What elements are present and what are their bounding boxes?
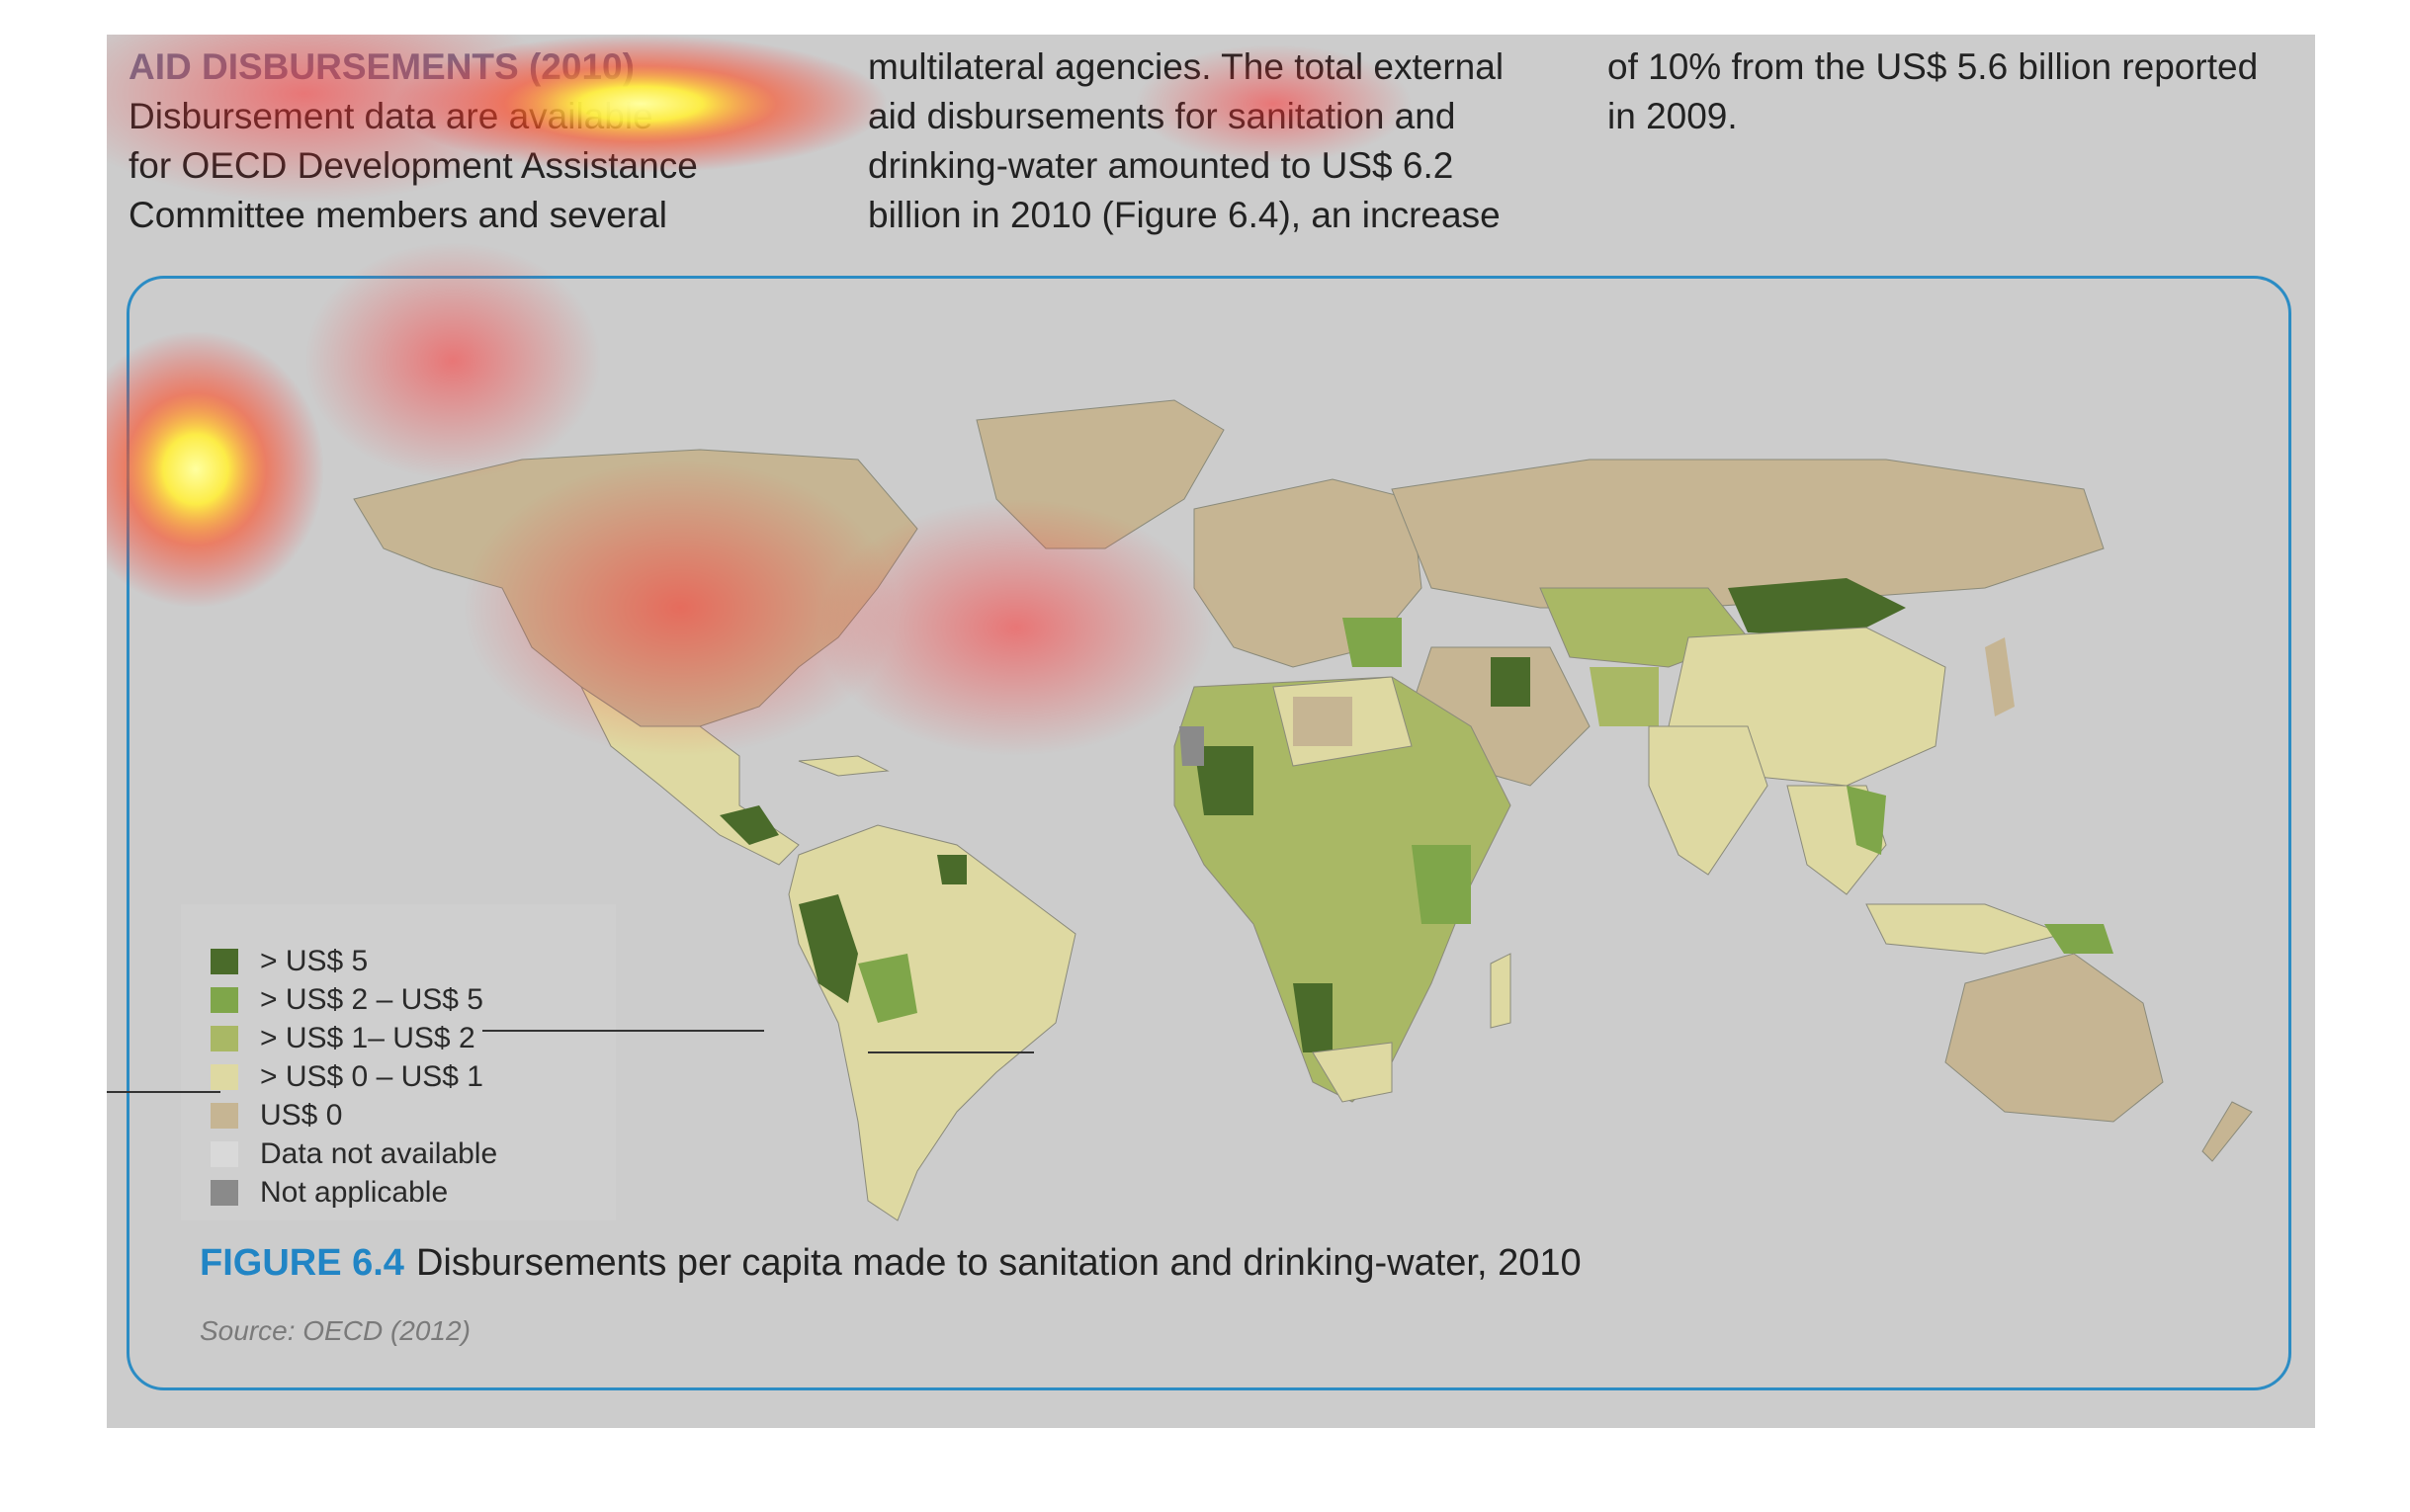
legend-label: > US$ 1– US$ 2 bbox=[260, 1022, 475, 1054]
region-guatemala bbox=[720, 805, 779, 845]
map-legend: > US$ 5 > US$ 2 – US$ 5 > US$ 1– US$ 2 >… bbox=[181, 904, 616, 1220]
legend-label: Data not available bbox=[260, 1137, 498, 1170]
region-africa bbox=[1173, 676, 1511, 1103]
region-greenland bbox=[976, 399, 1225, 549]
legend-label: > US$ 5 bbox=[260, 945, 369, 977]
region-australia bbox=[1944, 953, 2164, 1123]
map-frame bbox=[127, 276, 2291, 1390]
region-libya bbox=[1293, 697, 1352, 746]
region-iraq bbox=[1491, 657, 1530, 707]
region-india bbox=[1648, 725, 1768, 876]
region-bolivia bbox=[858, 954, 917, 1023]
legend-swatch bbox=[211, 1180, 238, 1206]
region-indonesia bbox=[1865, 903, 2066, 955]
legend-item: > US$ 0 – US$ 1 bbox=[211, 1059, 483, 1095]
region-balkans bbox=[1342, 618, 1402, 667]
region-guyana bbox=[937, 855, 967, 884]
legend-label: > US$ 0 – US$ 1 bbox=[260, 1060, 483, 1093]
region-north-america bbox=[353, 449, 918, 727]
text-line: of 10% from the US$ 5.6 billion reported bbox=[1607, 46, 2259, 87]
region-madagascar bbox=[1490, 953, 1511, 1029]
figure-caption: FIGURE 6.4 Disbursements per capita made … bbox=[200, 1242, 1582, 1285]
region-peru bbox=[799, 894, 858, 1003]
region-south-america bbox=[788, 824, 1076, 1221]
legend-swatch bbox=[211, 1103, 238, 1129]
figure-panel: AID DISBURSEMENTS (2010) Disbursement da… bbox=[107, 35, 2315, 1428]
legend-swatch bbox=[211, 1141, 238, 1167]
legend-label: Not applicable bbox=[260, 1176, 449, 1209]
legend-item: > US$ 5 bbox=[211, 944, 368, 979]
legend-swatch bbox=[211, 1026, 238, 1051]
legend-item: > US$ 2 – US$ 5 bbox=[211, 982, 483, 1018]
leader-line bbox=[107, 1091, 220, 1093]
legend-swatch bbox=[211, 949, 238, 974]
region-vietnam bbox=[1847, 786, 1886, 855]
region-western-sahara bbox=[1179, 726, 1204, 766]
region-south-africa bbox=[1312, 1042, 1393, 1103]
legend-label: US$ 0 bbox=[260, 1099, 343, 1132]
legend-item: > US$ 1– US$ 2 bbox=[211, 1021, 475, 1056]
figure-label: FIGURE 6.4 bbox=[200, 1242, 404, 1284]
region-mongolia bbox=[1728, 578, 1906, 637]
legend-swatch bbox=[211, 987, 238, 1013]
text-line: billion in 2010 (Figure 6.4), an increas… bbox=[868, 195, 1501, 235]
region-russia bbox=[1391, 459, 2105, 609]
legend-item: Not applicable bbox=[211, 1175, 448, 1211]
figure-title: Disbursements per capita made to sanitat… bbox=[415, 1242, 1582, 1284]
text-line: in 2009. bbox=[1607, 96, 1738, 136]
legend-label: > US$ 2 – US$ 5 bbox=[260, 983, 483, 1016]
region-mauritania bbox=[1194, 746, 1253, 815]
region-papua bbox=[2044, 924, 2113, 954]
text-column-3: of 10% from the US$ 5.6 billion reported… bbox=[1607, 42, 2258, 141]
region-afghanistan bbox=[1590, 667, 1659, 726]
region-new-zealand bbox=[2201, 1101, 2253, 1162]
region-namibia bbox=[1293, 983, 1333, 1052]
region-east-africa bbox=[1412, 845, 1471, 924]
figure-source: Source: OECD (2012) bbox=[200, 1315, 471, 1346]
region-caribbean bbox=[798, 755, 890, 777]
legend-item: Data not available bbox=[211, 1136, 497, 1172]
legend-item: US$ 0 bbox=[211, 1098, 342, 1134]
legend-swatch bbox=[211, 1064, 238, 1090]
region-japan bbox=[1985, 637, 2015, 716]
